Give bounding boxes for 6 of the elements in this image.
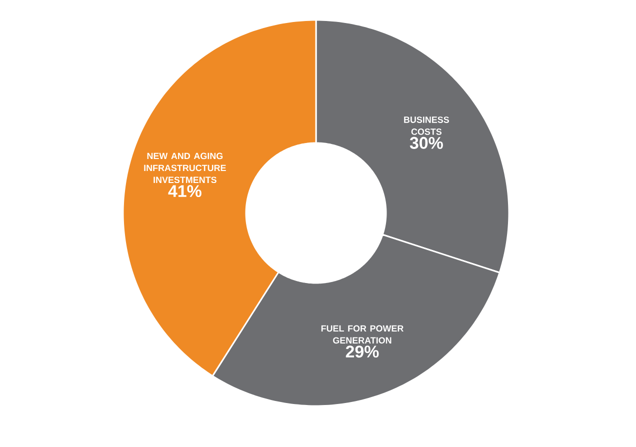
data-label: 41% [168,185,202,198]
slice-label: FUEL FOR POWER GENERATION [321,325,404,344]
data-label: 30% [410,136,443,149]
slice-label: BUSINESS COSTS [404,116,449,135]
slice-label: NEW AND AGING INFRASTRUCTURE INVESTMENTS [144,152,226,184]
data-label: 29% [346,346,379,358]
